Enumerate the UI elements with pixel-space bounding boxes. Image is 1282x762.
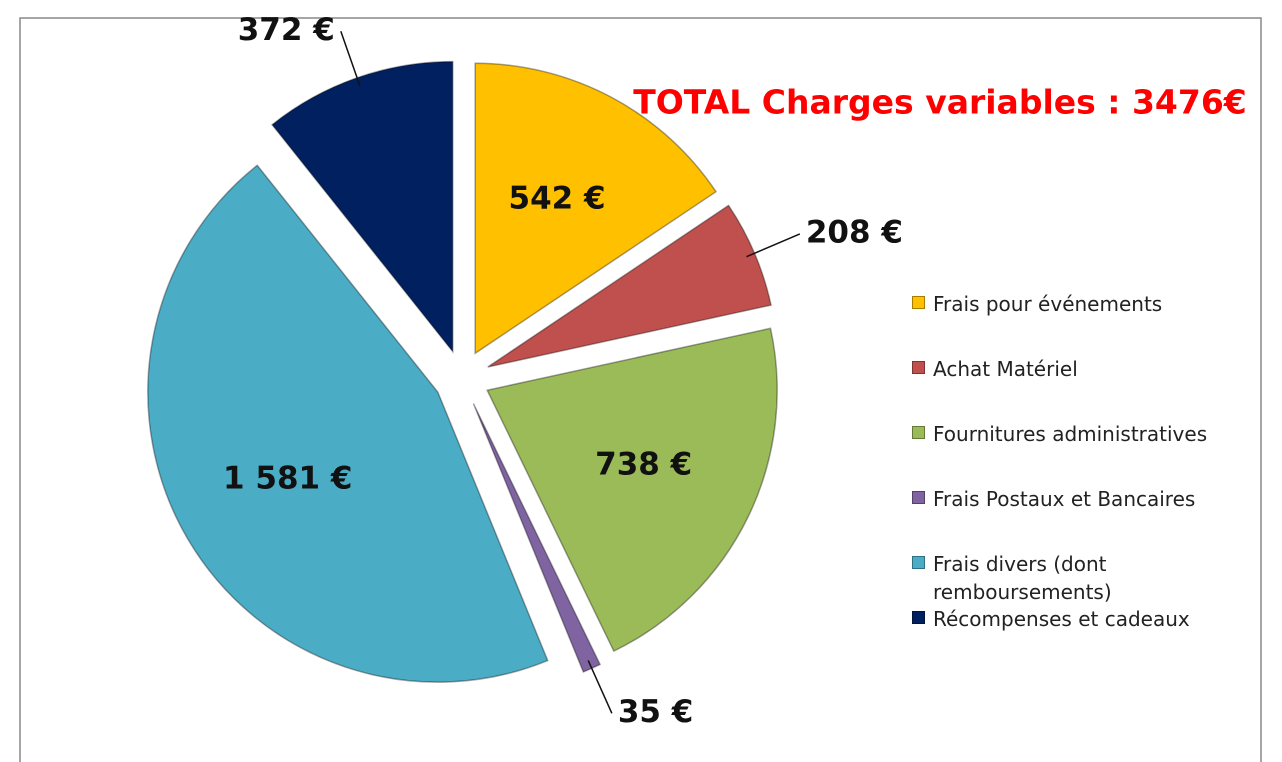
legend-item: Achat Matériel [912,355,1262,420]
legend-label: Fournitures administratives [933,422,1208,446]
legend-item: Récompenses et cadeaux [912,605,1262,645]
leader-line [746,233,801,258]
data-label: 208 € [806,214,903,250]
leader-line [340,31,361,87]
legend-item: Frais Postaux et Bancaires [912,485,1262,550]
legend-item: Fournitures administratives [912,420,1262,485]
legend: Frais pour événements Achat Matériel Fourn… [912,290,1262,645]
data-label: 372 € [238,12,335,48]
legend-label: Achat Matériel [933,357,1078,381]
legend-label: Frais Postaux et Bancaires [933,487,1196,511]
leader-line [587,660,613,714]
legend-label: Récompenses et cadeaux [933,607,1190,631]
legend-label: Frais pour événements [933,292,1163,316]
legend-swatch [912,491,925,504]
legend-item: Frais pour événements [912,290,1262,355]
legend-swatch [912,361,925,374]
data-label: 1 581 € [223,461,352,497]
chart-title: TOTAL Charges variables : 3476€ [633,83,1247,122]
pie-slice [486,327,778,653]
legend-swatch [912,556,925,569]
pie-slice [147,164,549,683]
legend-label: Frais divers (dont remboursements) [933,552,1112,604]
data-label: 542 € [509,180,606,216]
legend-item: Frais divers (dont remboursements) [912,550,1262,615]
legend-swatch [912,296,925,309]
data-label: 738 € [595,447,692,483]
pie-slice [474,62,718,355]
data-label: 35 € [618,694,694,730]
legend-swatch [912,611,925,624]
legend-swatch [912,426,925,439]
